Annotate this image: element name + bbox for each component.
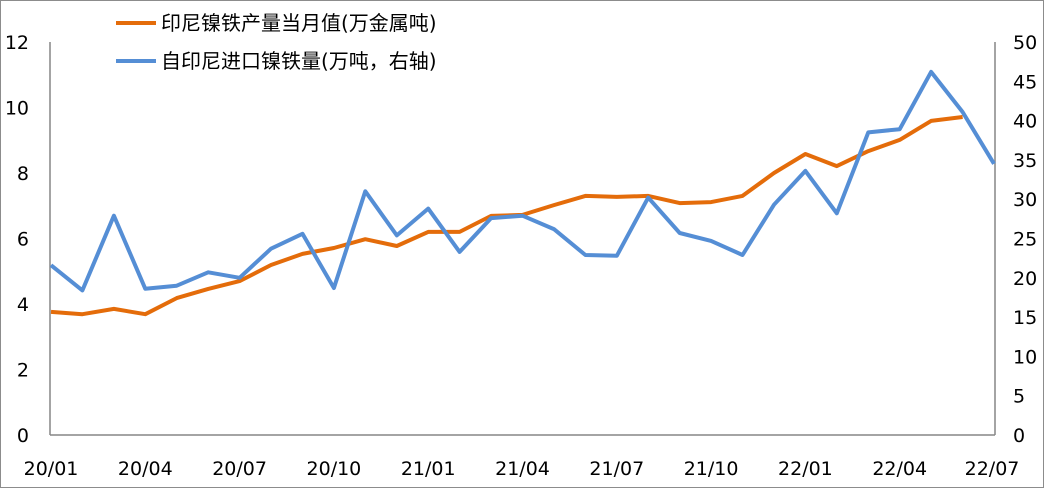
legend-label-imports: 自印尼进口镍铁量(万吨，右轴) xyxy=(161,49,437,73)
right-tick-label: 35 xyxy=(1013,150,1037,172)
left-tick-label: 0 xyxy=(17,425,29,447)
x-tick-label: 20/04 xyxy=(118,458,173,480)
legend: 印尼镍铁产量当月值(万金属吨) 自印尼进口镍铁量(万吨，右轴) xyxy=(116,11,437,73)
x-tick-label: 22/07 xyxy=(965,458,1020,480)
left-tick-label: 8 xyxy=(17,163,29,185)
right-tick-label: 0 xyxy=(1013,425,1025,447)
left-tick-label: 10 xyxy=(5,98,29,120)
series-line-1 xyxy=(51,72,994,291)
right-tick-label: 20 xyxy=(1013,268,1037,290)
x-tick-label: 22/04 xyxy=(872,458,927,480)
x-tick-label: 21/10 xyxy=(684,458,739,480)
series-lines xyxy=(51,72,994,314)
right-tick-label: 10 xyxy=(1013,346,1037,368)
axes: 0 2 4 6 8 10 12 0 5 10 15 20 25 30 35 40 45 50 20/01 20/04 2… xyxy=(5,32,1037,480)
left-tick-label: 12 xyxy=(5,32,29,54)
right-tick-label: 30 xyxy=(1013,189,1037,211)
x-tick-label: 21/07 xyxy=(589,458,644,480)
x-tick-label: 22/01 xyxy=(778,458,833,480)
x-tick-label: 21/01 xyxy=(401,458,456,480)
right-tick-label: 5 xyxy=(1013,386,1025,408)
right-tick-label: 50 xyxy=(1013,32,1037,54)
x-tick-label: 20/10 xyxy=(307,458,362,480)
right-tick-label: 40 xyxy=(1013,111,1037,133)
left-tick-label: 4 xyxy=(17,294,29,316)
x-tick-label: 21/04 xyxy=(495,458,550,480)
x-tick-label: 20/07 xyxy=(212,458,267,480)
x-tick-label: 20/01 xyxy=(24,458,79,480)
left-tick-label: 6 xyxy=(17,229,29,251)
right-tick-label: 15 xyxy=(1013,307,1037,329)
right-tick-label: 25 xyxy=(1013,229,1037,251)
left-tick-label: 2 xyxy=(17,360,29,382)
right-tick-label: 45 xyxy=(1013,71,1037,93)
legend-label-production: 印尼镍铁产量当月值(万金属吨) xyxy=(161,11,437,35)
